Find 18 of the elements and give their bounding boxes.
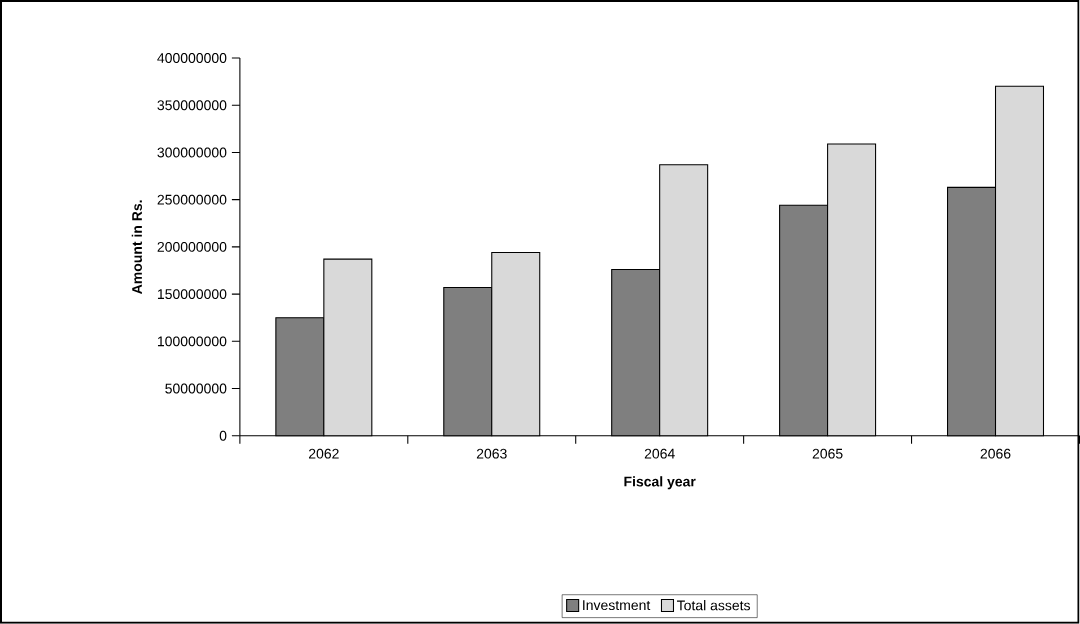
y-tick-label: 50000000 bbox=[165, 383, 227, 394]
y-tick-label: 200000000 bbox=[157, 242, 227, 252]
y-tick-label: 150000000 bbox=[157, 289, 227, 300]
x-tick-label: 2062 bbox=[308, 448, 339, 459]
legend-label: Investment bbox=[583, 600, 651, 611]
x-axis-title: Fiscal year bbox=[624, 476, 696, 490]
y-tick-label: 300000000 bbox=[157, 147, 227, 158]
y-axis-title: Amount in Rs. bbox=[131, 200, 142, 295]
y-tick-label: 350000000 bbox=[157, 100, 227, 111]
y-tick-label: 100000000 bbox=[157, 336, 227, 347]
x-tick-label: 2066 bbox=[980, 448, 1011, 459]
x-tick-label: 2065 bbox=[812, 448, 843, 459]
y-tick-label: 0 bbox=[219, 430, 227, 441]
legend-label: Total assets bbox=[676, 600, 751, 611]
y-tick-label: 400000000 bbox=[157, 53, 227, 64]
y-tick-label: 250000000 bbox=[157, 194, 227, 205]
x-tick-label: 2063 bbox=[476, 448, 507, 459]
x-tick-label: 2064 bbox=[644, 448, 675, 459]
